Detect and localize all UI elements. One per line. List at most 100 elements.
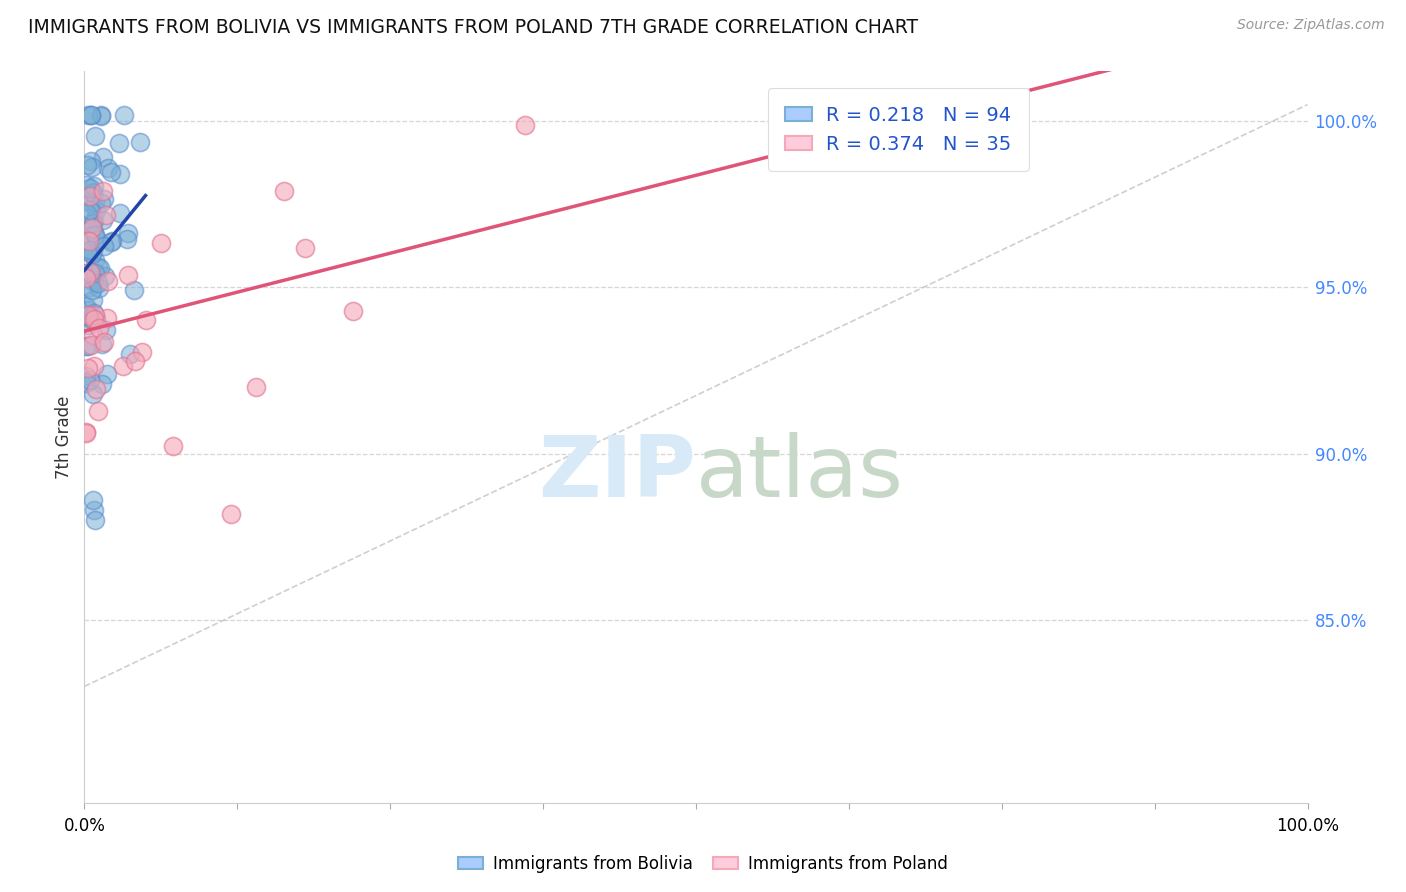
Point [93,238,115,252]
Point [84,308,107,322]
Point [90,109,112,123]
Point [83,212,105,227]
Point [131,345,153,359]
Point [84,382,107,396]
Point [79,189,101,203]
Point [115,232,138,246]
Point [100,165,122,179]
Point [82,328,104,343]
Point [93,334,115,349]
Point [124,353,146,368]
Point [273,184,295,198]
Point [83,179,105,194]
Point [84,311,107,326]
Point [93,193,115,207]
Text: Source: ZipAtlas.com: Source: ZipAtlas.com [1237,18,1385,32]
Point [82,284,104,298]
Point [77,318,100,332]
Point [80,195,103,210]
Point [75,299,97,313]
Point [135,313,157,327]
Y-axis label: 7th Grade: 7th Grade [55,395,73,479]
Point [513,118,536,132]
Point [77,308,100,322]
Point [97,275,120,289]
Point [77,361,100,376]
Legend: R = 0.218   N = 94, R = 0.374   N = 35: R = 0.218 N = 94, R = 0.374 N = 35 [768,88,1029,171]
Point [80,312,103,326]
Point [75,233,97,247]
Point [118,346,141,360]
Point [122,283,145,297]
Point [294,241,316,255]
Point [90,107,112,121]
Point [83,275,105,289]
Point [96,311,118,326]
Text: atlas: atlas [696,432,904,516]
Point [80,154,103,169]
Point [75,309,97,323]
Point [82,246,104,260]
Text: ZIP: ZIP [538,432,696,516]
Point [75,425,97,439]
Point [112,359,135,373]
Point [82,185,104,199]
Point [83,312,105,326]
Point [89,281,111,295]
Point [87,321,110,335]
Point [77,280,100,294]
Point [82,293,104,307]
Point [117,226,139,240]
Point [80,338,103,352]
Point [83,128,105,143]
Point [75,266,97,280]
Point [75,426,97,441]
Point [84,203,107,218]
Point [79,373,101,387]
Point [101,234,124,248]
Point [90,195,112,210]
Point [97,161,120,175]
Text: IMMIGRANTS FROM BOLIVIA VS IMMIGRANTS FROM POLAND 7TH GRADE CORRELATION CHART: IMMIGRANTS FROM BOLIVIA VS IMMIGRANTS FR… [28,18,918,37]
Point [79,202,101,217]
Point [79,243,101,257]
Point [77,302,100,317]
Point [342,303,364,318]
Point [75,194,97,208]
Point [87,260,110,275]
Point [112,107,135,121]
Point [82,387,104,401]
Point [86,277,108,291]
Point [129,135,152,149]
Point [75,339,97,353]
Point [108,136,131,150]
Point [82,160,104,174]
Point [77,339,100,353]
Point [93,268,115,283]
Point [75,271,97,285]
Point [77,269,100,284]
Point [162,439,184,453]
Point [83,359,105,373]
Point [79,228,101,243]
Point [93,185,115,199]
Point [91,377,114,392]
Point [83,225,105,239]
Point [87,404,110,418]
Point [94,323,117,337]
Point [100,235,122,250]
Point [83,503,105,517]
Point [84,513,107,527]
Point [86,231,108,245]
Point [108,167,131,181]
Point [96,367,118,381]
Point [219,507,242,521]
Point [117,268,139,282]
Point [90,337,112,351]
Point [82,186,104,200]
Point [75,376,97,391]
Point [83,252,105,267]
Legend: Immigrants from Bolivia, Immigrants from Poland: Immigrants from Bolivia, Immigrants from… [451,848,955,880]
Point [84,195,107,210]
Point [79,181,101,195]
